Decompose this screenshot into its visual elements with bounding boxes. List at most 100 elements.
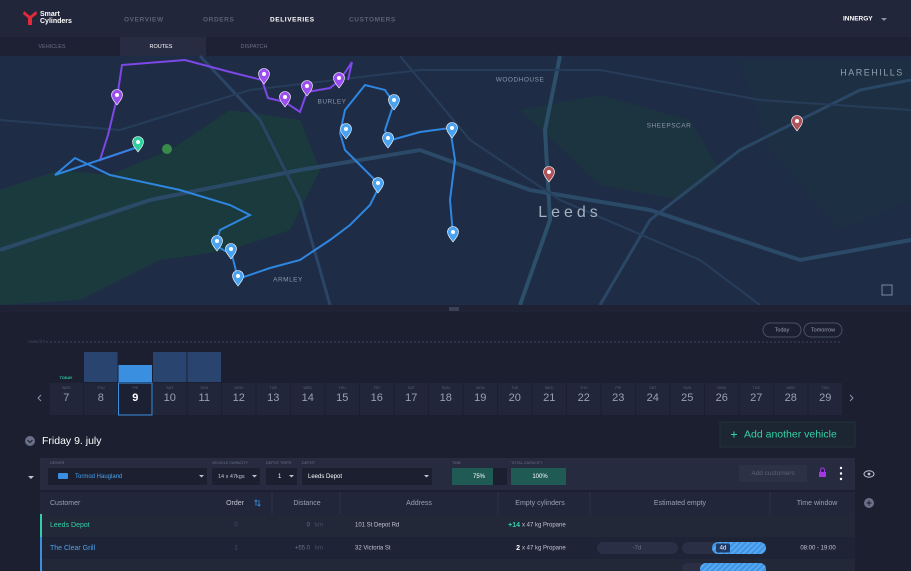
- day-cell[interactable]: [498, 383, 532, 415]
- day-cell[interactable]: [325, 383, 360, 415]
- customer-name[interactable]: Leeds Depot: [50, 522, 90, 529]
- map-pin-dot[interactable]: [376, 181, 380, 185]
- column-header[interactable]: Empty cylinders: [515, 500, 565, 507]
- add-vehicle-text[interactable]: Add another vehicle: [744, 428, 837, 440]
- add-icon[interactable]: [731, 431, 737, 438]
- day-cell[interactable]: [222, 383, 256, 415]
- map-pin[interactable]: [211, 235, 223, 252]
- map-expand-icon[interactable]: [881, 284, 893, 296]
- nav-item[interactable]: ORDERS: [203, 17, 234, 24]
- day-cell[interactable]: [153, 383, 187, 415]
- day-weekday[interactable]: SAT: [649, 386, 657, 390]
- day-cell[interactable]: [187, 383, 222, 415]
- day-number[interactable]: 14: [302, 392, 314, 404]
- day-weekday[interactable]: TUE: [269, 386, 277, 390]
- eye-icon[interactable]: [867, 472, 871, 476]
- today-button[interactable]: [762, 322, 802, 338]
- map-pin[interactable]: [333, 72, 345, 89]
- map-pin-dot[interactable]: [344, 127, 348, 131]
- day-weekday[interactable]: SUN: [683, 386, 691, 390]
- map-pin-dot[interactable]: [547, 170, 551, 174]
- day-number[interactable]: 28: [785, 392, 797, 404]
- map-pin-dot[interactable]: [236, 274, 240, 278]
- day-weekday[interactable]: TUE: [511, 386, 519, 390]
- day-cell[interactable]: [532, 383, 567, 415]
- map-pin-dot[interactable]: [795, 119, 799, 123]
- day-number[interactable]: 23: [612, 392, 624, 404]
- day-number[interactable]: 8: [98, 392, 104, 404]
- subnav-tab[interactable]: VEHICLES: [38, 44, 66, 50]
- today-button-text[interactable]: Today: [775, 327, 790, 333]
- day-weekday[interactable]: SAT: [408, 386, 416, 390]
- day-cell[interactable]: [291, 383, 325, 415]
- map-poi[interactable]: [162, 144, 172, 154]
- map-pin[interactable]: [447, 226, 459, 243]
- logo-text[interactable]: Cylinders: [40, 18, 72, 25]
- add-customers-text[interactable]: Add customers: [751, 470, 795, 477]
- map-pin[interactable]: [258, 68, 270, 85]
- map-pin-dot[interactable]: [115, 93, 119, 97]
- day-cell[interactable]: [774, 383, 808, 415]
- day-cell[interactable]: [49, 383, 84, 415]
- tomorrow-button[interactable]: [803, 322, 843, 338]
- account-caret[interactable]: [881, 18, 887, 21]
- subnav-tab[interactable]: DISPATCH: [241, 44, 268, 50]
- add-column-icon[interactable]: [866, 500, 872, 506]
- day-cell-selected[interactable]: [118, 382, 153, 416]
- day-weekday[interactable]: FRI: [374, 386, 380, 390]
- day-cell[interactable]: [429, 383, 463, 415]
- sort-icon[interactable]: [254, 499, 261, 507]
- map-pin-dot[interactable]: [451, 230, 455, 234]
- day-cell[interactable]: [394, 383, 429, 415]
- select-caret[interactable]: [199, 475, 204, 478]
- map-pin-dot[interactable]: [337, 76, 341, 80]
- customer-name[interactable]: The Clear Grill: [50, 545, 96, 552]
- day-number[interactable]: 26: [716, 392, 728, 404]
- nav-item[interactable]: OVERVIEW: [124, 17, 164, 24]
- map-pin[interactable]: [301, 80, 313, 97]
- trips-select[interactable]: [266, 468, 297, 485]
- day-number[interactable]: 12: [233, 392, 245, 404]
- add-vehicle-button[interactable]: [719, 421, 856, 448]
- depot-value[interactable]: Leeds Depot: [308, 474, 342, 480]
- day-weekday[interactable]: THU: [821, 386, 829, 390]
- day-cell[interactable]: [601, 383, 636, 415]
- day-weekday[interactable]: WED: [303, 386, 312, 390]
- day-cell[interactable]: [739, 383, 774, 415]
- map-pin-dot[interactable]: [392, 98, 396, 102]
- subnav-tab-active[interactable]: ROUTES: [150, 44, 173, 50]
- driver-value[interactable]: Tormod Haugland: [75, 474, 122, 480]
- add-customers-button[interactable]: [739, 465, 807, 482]
- prev-arrow[interactable]: [37, 394, 42, 402]
- map-pin-dot[interactable]: [450, 126, 454, 130]
- logo-text[interactable]: Smart: [40, 11, 61, 18]
- capacity-select[interactable]: [212, 468, 260, 485]
- day-cell[interactable]: [670, 383, 705, 415]
- map-pin[interactable]: [279, 91, 291, 108]
- column-header[interactable]: Estimated empty: [654, 500, 707, 507]
- day-weekday[interactable]: WED: [62, 386, 71, 390]
- day-weekday[interactable]: THU: [338, 386, 346, 390]
- collapse-icon-caret[interactable]: [27, 439, 33, 444]
- map-pin[interactable]: [111, 89, 123, 106]
- map-pin[interactable]: [543, 166, 555, 183]
- day-weekday[interactable]: WED: [545, 386, 554, 390]
- nav-item-active[interactable]: DELIVERIES: [270, 17, 315, 24]
- day-number[interactable]: 22: [578, 392, 590, 404]
- day-number[interactable]: 15: [336, 392, 348, 404]
- map-pin-dot[interactable]: [262, 72, 266, 76]
- day-weekday[interactable]: WED: [786, 386, 795, 390]
- table-row[interactable]: [40, 559, 855, 571]
- day-number[interactable]: 10: [164, 392, 176, 404]
- map-pin[interactable]: [340, 123, 352, 140]
- vehicle-toggle[interactable]: [28, 476, 34, 479]
- eye-icon[interactable]: [863, 470, 875, 478]
- map-pin-dot[interactable]: [215, 239, 219, 243]
- lock-icon[interactable]: [820, 467, 825, 472]
- map-pin[interactable]: [382, 132, 394, 149]
- day-cell[interactable]: [567, 383, 601, 415]
- select-caret[interactable]: [289, 475, 294, 478]
- menu-dot[interactable]: [839, 472, 843, 475]
- tomorrow-button-text[interactable]: Tomorrow: [811, 327, 835, 333]
- lock-icon[interactable]: [819, 472, 826, 477]
